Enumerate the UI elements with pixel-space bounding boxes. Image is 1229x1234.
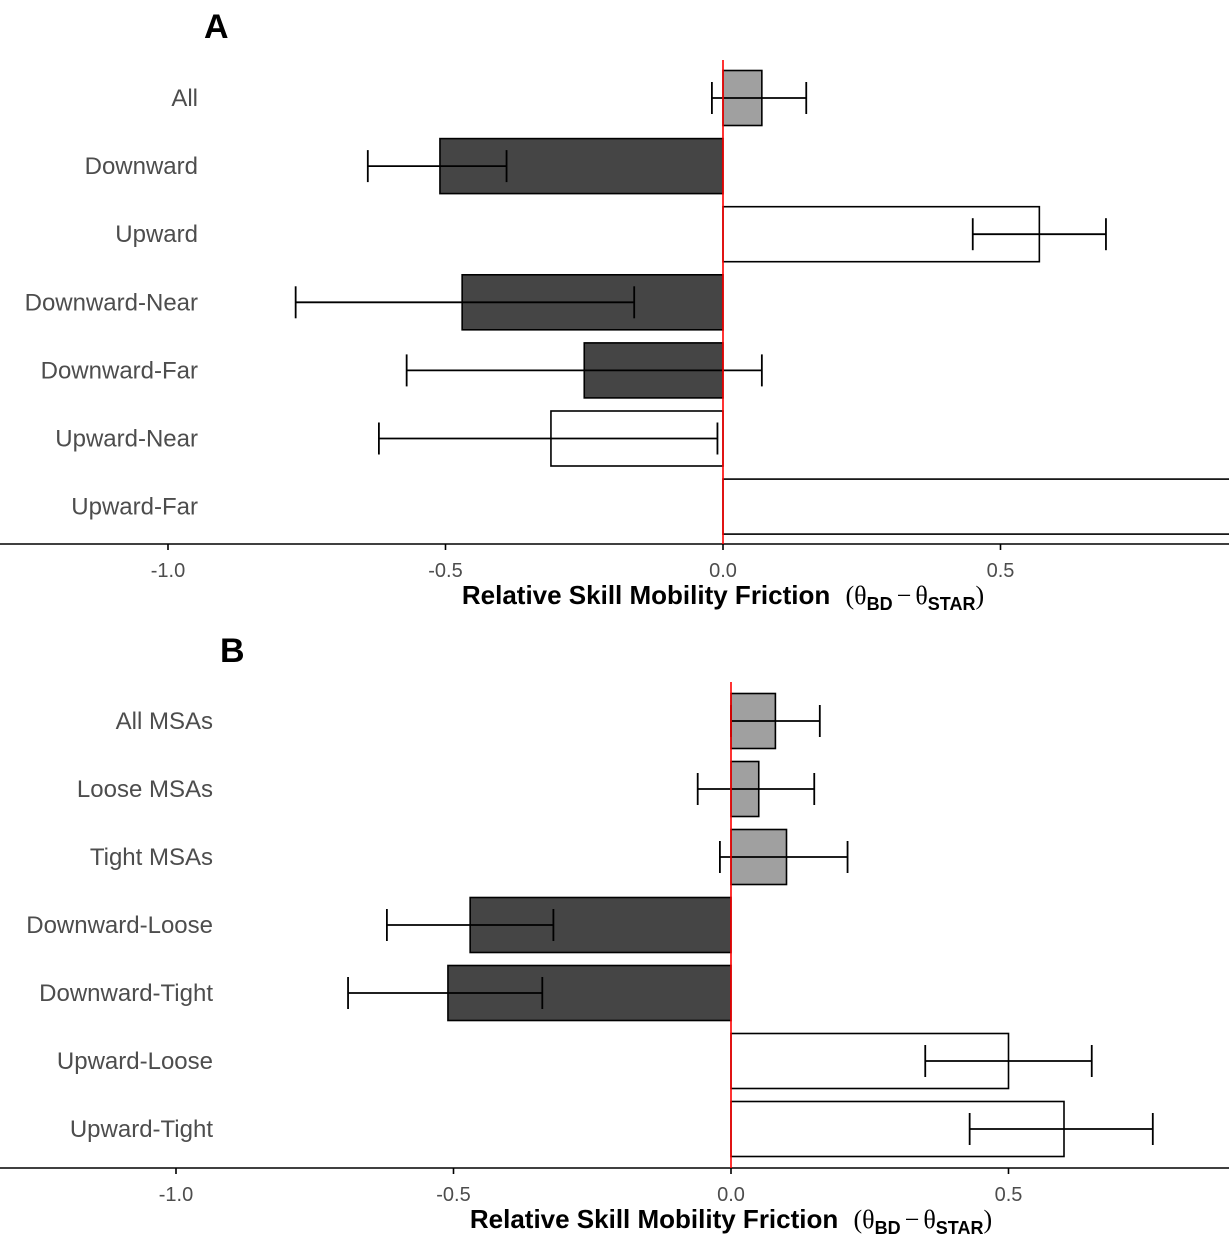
category-label-a-6: Upward-Far <box>71 494 198 521</box>
x-tick-label-b-4: 0.5 <box>995 1184 1023 1206</box>
error-bar-b-6 <box>968 1113 1154 1145</box>
x-axis-sub-star-a: STAR <box>928 594 976 614</box>
error-bar-a-4 <box>405 354 763 387</box>
x-tick-label-a-3: 0.0 <box>709 560 737 582</box>
x-axis-sub-bd-b: BD <box>875 1218 901 1234</box>
category-label-b-2: Tight MSAs <box>90 844 213 871</box>
x-ticks-b: -1.5-1.0-0.50.00.51.01.5 <box>159 1168 1023 1206</box>
x-axis-title-text-a: Relative Skill Mobility Friction <box>462 580 830 610</box>
error-bar-b-1 <box>696 773 816 805</box>
x-axis-theta-1-a: θ <box>854 581 866 610</box>
category-label-a-0: All <box>171 85 198 112</box>
category-label-a-1: Downward <box>85 153 198 180</box>
category-label-b-1: Loose MSAs <box>77 776 213 803</box>
error-bar-a-0 <box>711 82 808 114</box>
x-axis-minus-a: − <box>897 581 912 610</box>
x-axis-title-text-b: Relative Skill Mobility Friction <box>470 1204 838 1234</box>
error-bar-b-5 <box>924 1045 1093 1077</box>
category-labels-a: All Downward Upward Downward-Near Downward-F… <box>25 85 198 521</box>
x-axis-theta-2-b: θ <box>923 1205 935 1234</box>
x-tick-label-a-2: -0.5 <box>428 560 462 582</box>
error-bar-a-2 <box>971 218 1107 251</box>
x-tick-label-a-1: -1.0 <box>151 560 185 582</box>
category-label-b-4: Downward-Tight <box>39 980 213 1007</box>
category-label-a-3: Downward-Near <box>25 289 198 316</box>
category-label-a-2: Upward <box>115 221 198 248</box>
x-tick-label-a-4: 0.5 <box>987 560 1015 582</box>
error-bar-a-1 <box>366 150 508 183</box>
panel-a: A All Downward Upward Downward-Near Downward… <box>0 8 1229 614</box>
x-axis-minus-b: − <box>905 1205 920 1234</box>
x-tick-label-b-1: -1.0 <box>159 1184 193 1206</box>
x-axis-theta-2-a: θ <box>915 581 927 610</box>
x-axis-theta-1-b: θ <box>862 1205 874 1234</box>
panel-b: B All MSAs Loose MSAs Tight MSAs Downward-L… <box>0 632 1229 1234</box>
x-axis-sub-star-b: STAR <box>936 1218 984 1234</box>
category-label-b-5: Upward-Loose <box>57 1048 213 1075</box>
x-ticks-a: -1.5-1.0-0.50.00.51.01.5 <box>151 544 1015 582</box>
category-label-b-0: All MSAs <box>116 708 213 735</box>
x-axis-title-b: Relative Skill Mobility Friction (θBD − θS… <box>470 1204 992 1234</box>
error-bars-b <box>347 705 1154 1145</box>
x-axis-title-a: Relative Skill Mobility Friction (θBD − θS… <box>462 580 984 614</box>
category-label-a-5: Upward-Near <box>55 426 198 453</box>
category-label-a-4: Downward-Far <box>41 357 198 384</box>
error-bar-b-3 <box>385 909 555 941</box>
category-labels-b: All MSAs Loose MSAs Tight MSAs Downward-Loo… <box>26 708 213 1143</box>
error-bar-a-3 <box>294 286 636 319</box>
panel-label-b: B <box>220 632 245 670</box>
error-bars-a <box>294 82 1107 455</box>
category-label-b-3: Downward-Loose <box>26 912 213 939</box>
x-tick-label-b-3: 0.0 <box>717 1184 745 1206</box>
x-axis-sub-bd-a: BD <box>867 594 893 614</box>
bar-a-6 <box>722 478 1229 535</box>
error-bar-b-4 <box>347 977 544 1009</box>
x-tick-label-b-2: -0.5 <box>436 1184 470 1206</box>
error-bar-a-5 <box>377 422 719 455</box>
error-bar-b-2 <box>719 841 849 873</box>
panel-label-a: A <box>204 8 229 46</box>
category-label-b-6: Upward-Tight <box>70 1116 213 1143</box>
